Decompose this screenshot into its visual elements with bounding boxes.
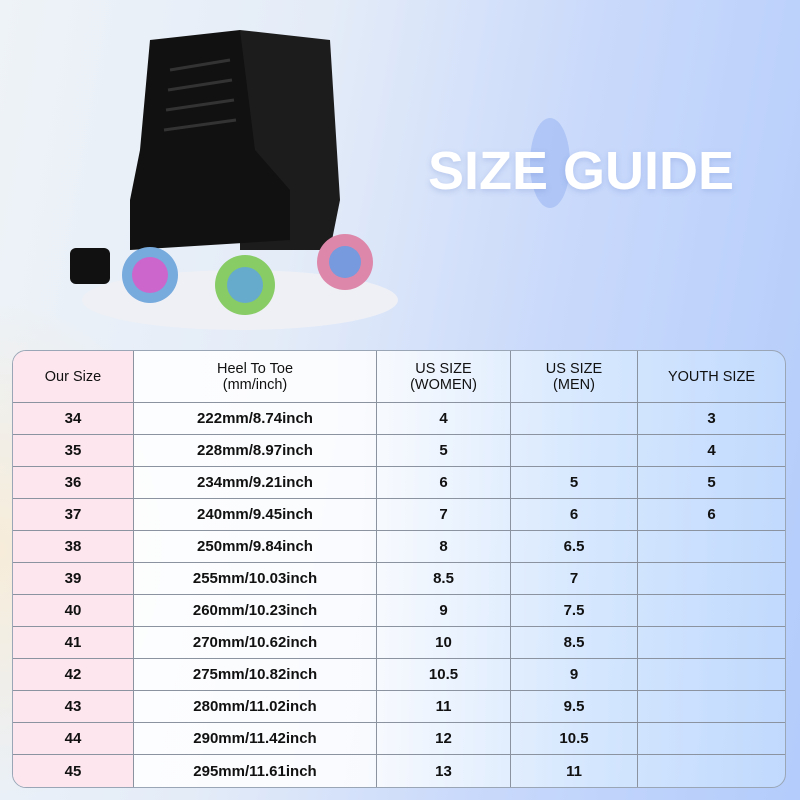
column-header: US SIZE (MEN) (511, 351, 638, 403)
page-title: SIZE GUIDE (428, 141, 735, 201)
table-cell: 39 (13, 563, 134, 595)
table-cell: 8.5 (511, 627, 638, 659)
table-cell (638, 531, 785, 563)
table-cell: 6.5 (511, 531, 638, 563)
table-cell: 228mm/8.97inch (134, 435, 377, 467)
table-cell: 260mm/10.23inch (134, 595, 377, 627)
column-header: Our Size (13, 351, 134, 403)
table-cell: 9 (511, 659, 638, 691)
table-cell: 234mm/9.21inch (134, 467, 377, 499)
table-cell: 4 (638, 435, 785, 467)
table-cell (638, 723, 785, 755)
table-row: 34 222mm/8.74inch 4 3 (13, 403, 785, 435)
table-cell: 44 (13, 723, 134, 755)
table-cell: 10 (377, 627, 511, 659)
table-cell: 290mm/11.42inch (134, 723, 377, 755)
table-cell: 9 (377, 595, 511, 627)
table-row: 38 250mm/9.84inch 8 6.5 (13, 531, 785, 563)
header-row: Our Size Heel To Toe (mm/inch) US SIZE (WOME… (13, 351, 785, 403)
table-cell: 12 (377, 723, 511, 755)
table-row: 40 260mm/10.23inch 9 7.5 (13, 595, 785, 627)
column-header: YOUTH SIZE (638, 351, 785, 403)
table-cell: 41 (13, 627, 134, 659)
column-header: US SIZE (WOMEN) (377, 351, 511, 403)
table-cell: 40 (13, 595, 134, 627)
table-cell: 275mm/10.82inch (134, 659, 377, 691)
table-row: 41 270mm/10.62inch 10 8.5 (13, 627, 785, 659)
table-cell: 8.5 (377, 563, 511, 595)
table-row: 44 290mm/11.42inch 12 10.5 (13, 723, 785, 755)
roller-skates-image (70, 30, 398, 330)
table-cell: 6 (511, 499, 638, 531)
table-row: 35 228mm/8.97inch 5 4 (13, 435, 785, 467)
table-cell: 11 (377, 691, 511, 723)
table-cell: 45 (13, 755, 134, 787)
table-cell: 7 (511, 563, 638, 595)
table-cell: 5 (377, 435, 511, 467)
footprint-icon (530, 118, 570, 208)
table-cell (638, 627, 785, 659)
table-cell: 34 (13, 403, 134, 435)
table-cell: 270mm/10.62inch (134, 627, 377, 659)
table-cell (638, 659, 785, 691)
table-cell (638, 563, 785, 595)
table-cell: 43 (13, 691, 134, 723)
table-cell: 38 (13, 531, 134, 563)
table-cell: 8 (377, 531, 511, 563)
table-row: 42 275mm/10.82inch 10.5 9 (13, 659, 785, 691)
table-cell: 240mm/9.45inch (134, 499, 377, 531)
table-cell: 42 (13, 659, 134, 691)
table-cell: 10.5 (377, 659, 511, 691)
table-cell: 295mm/11.61inch (134, 755, 377, 787)
table-cell: 222mm/8.74inch (134, 403, 377, 435)
table-cell: 3 (638, 403, 785, 435)
table-cell: 5 (511, 467, 638, 499)
table-cell: 9.5 (511, 691, 638, 723)
table-cell: 7.5 (511, 595, 638, 627)
table-row: 37 240mm/9.45inch 7 6 6 (13, 499, 785, 531)
table-row: 43 280mm/11.02inch 11 9.5 (13, 691, 785, 723)
table-cell: 6 (638, 499, 785, 531)
table-cell: 7 (377, 499, 511, 531)
column-header: Heel To Toe (mm/inch) (134, 351, 377, 403)
table-cell: 6 (377, 467, 511, 499)
table-cell: 250mm/9.84inch (134, 531, 377, 563)
table-cell (511, 435, 638, 467)
table-cell (638, 595, 785, 627)
table-cell: 10.5 (511, 723, 638, 755)
size-chart-table: Our Size Heel To Toe (mm/inch) US SIZE (WOME… (12, 350, 786, 788)
table-cell (638, 691, 785, 723)
table-cell: 13 (377, 755, 511, 787)
table-cell: 37 (13, 499, 134, 531)
table-cell (511, 403, 638, 435)
table-row: 39 255mm/10.03inch 8.5 7 (13, 563, 785, 595)
table-cell: 35 (13, 435, 134, 467)
table-cell: 4 (377, 403, 511, 435)
table-cell: 11 (511, 755, 638, 787)
table-cell: 36 (13, 467, 134, 499)
table-cell: 255mm/10.03inch (134, 563, 377, 595)
table-cell: 5 (638, 467, 785, 499)
table-cell: 280mm/11.02inch (134, 691, 377, 723)
table-row: 36 234mm/9.21inch 6 5 5 (13, 467, 785, 499)
table-cell (638, 755, 785, 787)
table-row: 45 295mm/11.61inch 13 11 (13, 755, 785, 787)
